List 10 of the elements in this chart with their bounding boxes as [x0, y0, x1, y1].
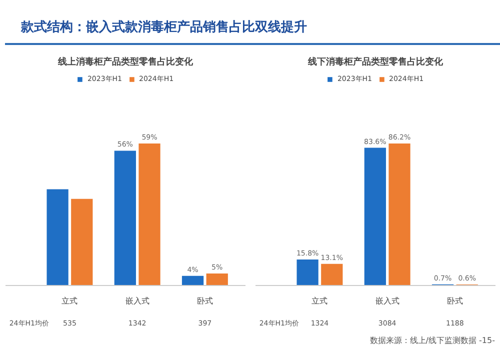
chart-title: 线下消毒柜产品类型零售占比变化 — [307, 56, 444, 68]
x-tick-label: 嵌入式 — [375, 296, 400, 306]
x-tick-label: 嵌入式 — [125, 296, 150, 306]
x-tick-label: 卧式 — [196, 296, 213, 306]
x-tick-label: 立式 — [62, 296, 78, 306]
x-tick-label: 卧式 — [446, 296, 463, 306]
x-tick-label: 立式 — [312, 296, 328, 306]
source-note: 数据来源：线上/线下监测数据 -15- — [370, 335, 495, 346]
text: 款式结构：嵌入式款消毒柜产品销售占比双线提升 — [21, 19, 307, 37]
chart-title: 线上消毒柜产品类型零售占比变化 — [57, 56, 194, 68]
